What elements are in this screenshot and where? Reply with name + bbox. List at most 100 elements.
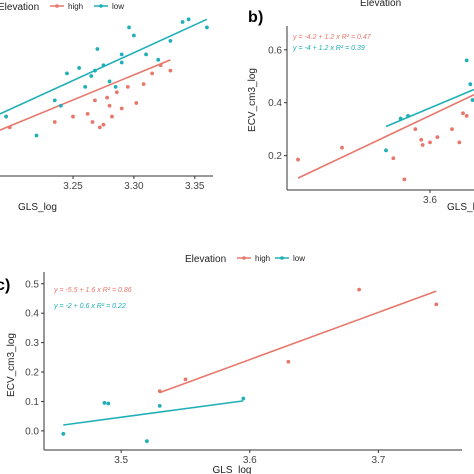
panel-a-background (0, 0, 213, 177)
panel-c-trend-low (63, 400, 244, 426)
panel-b-point-high (464, 114, 469, 118)
panel-c-y-tick-label: 0.4 (25, 309, 39, 320)
panel-a-point-low (93, 68, 97, 73)
panel-a-point-high (97, 125, 102, 130)
panel-a-point-low (119, 60, 124, 65)
panel-c-point-low (157, 403, 162, 408)
panel-c-legend-high-label: high (255, 254, 270, 263)
panel-a-point-low (89, 74, 94, 78)
panel-a-point-low (186, 17, 191, 22)
panel-b-point-low (384, 148, 388, 153)
panel-a-plot: 3.25 3.30 3.35 (0, 17, 209, 192)
panel-a-legend-low-dot (99, 4, 103, 8)
panel-b-point-high (428, 140, 432, 145)
panel-c-point-low (106, 401, 111, 406)
panel-c-legend-low-dot (280, 256, 284, 260)
panel-a-point-high (110, 114, 114, 119)
panel-a-point-high (158, 63, 163, 68)
panel-a-point-low (77, 66, 82, 70)
panel-b-point-high (461, 111, 465, 116)
panel-a-point-low (58, 103, 63, 108)
panel-a: 3.25 3.30 3.35 GLS_log Elevation high low (0, 0, 213, 213)
panel-c: c ) Elevation high low 3.5 3.6 3.7 0.0 0.1 0.… (0, 254, 462, 474)
panel-a-point-high (85, 111, 90, 116)
panel-b-point-high (391, 156, 396, 161)
panel-c-legend-low-label: low (293, 254, 305, 263)
panel-c-point-low (61, 431, 66, 436)
panel-c-legend: Elevation high low (185, 254, 305, 265)
panel-a-x-tick-label: 3.35 (185, 181, 205, 192)
panel-b-point-high (340, 145, 344, 150)
panel-a-point-high (119, 106, 124, 111)
panel-c-x-tick-label: 3.5 (114, 455, 128, 466)
panel-c-point-high (286, 359, 291, 364)
panel-a-point-low (205, 25, 209, 30)
panel-a-point-low (113, 84, 118, 89)
panel-a-x-tick-label: 3.25 (63, 181, 83, 192)
panel-a-point-high (125, 84, 130, 89)
panel-a-legend-high-dot (55, 4, 59, 8)
panel-c-y-tick-label: 0.1 (25, 397, 39, 408)
panel-b-point-high (413, 127, 418, 132)
panel-a-point-low (107, 79, 112, 84)
panel-a-point-low (144, 52, 148, 57)
panel-c-point-high (157, 389, 162, 394)
panel-a-point-high (101, 122, 106, 127)
panel-b-point-high (419, 137, 424, 142)
panel-a-x-axis-label: GLS_log (18, 202, 57, 213)
panel-a-point-high (141, 82, 146, 87)
panel-a-point-low (168, 39, 173, 43)
panel-a-point-high (150, 71, 155, 76)
panel-a-legend-low-label: low (112, 2, 124, 11)
panel-b-equation-high: y = -4.2 + 1.2 x R² = 0.47 (292, 34, 372, 41)
panel-a-point-high (134, 101, 139, 105)
panel-c-legend-title: Elevation (185, 254, 226, 265)
panel-b-point-low (468, 82, 473, 87)
panel-a-point-high (7, 125, 12, 130)
panel-c-plot: 3.5 3.6 3.7 0.0 0.1 0.2 0.3 0.4 0.5 (25, 279, 439, 466)
panel-b-point-low (406, 114, 410, 118)
panel-a-point-low (101, 63, 106, 68)
panel-b-point-high (420, 143, 425, 147)
panel-c-y-tick-label: 0.0 (25, 426, 39, 437)
panel-c-point-high (434, 302, 439, 307)
panel-b-trend-low (385, 88, 474, 128)
panel-c-y-tick-label: 0.5 (25, 279, 39, 290)
panel-b-point-high (450, 127, 454, 132)
panel-b-y-tick-label: 0.6 (268, 45, 282, 56)
panel-c-x-tick-label: 3.7 (371, 455, 385, 466)
panel-a-point-high (107, 103, 112, 108)
panel-b-y-tick-label: 0.2 (268, 151, 282, 162)
panel-a-point-high (105, 95, 110, 100)
panel-c-y-axis-label: ECV_cm3_log (6, 333, 17, 397)
panel-a-legend: Elevation high low (0, 2, 124, 13)
panel-a-legend-title: Elevation (0, 2, 39, 13)
panel-a-trend-high (0, 59, 171, 131)
panel-b-x-tick-label: 3.6 (423, 195, 437, 206)
panel-c-equation-low: y = -2 + 0.6 x R² = 0.22 (53, 303, 126, 310)
panel-a-point-low (127, 25, 131, 30)
panel-c-trend-high (159, 290, 437, 394)
panel-b-point-low (470, 98, 474, 102)
panel-b-point-high (402, 177, 407, 182)
panel-c-x-axis-label: GLS_log (213, 465, 252, 474)
panel-b-x-axis-label: GLS_log (447, 202, 474, 213)
panel-b-letter-paren: ) (258, 9, 263, 26)
panel-c-equation-high: y = -5.5 + 1.6 x R² = 0.86 (53, 287, 132, 294)
panel-a-point-high (71, 114, 75, 119)
panel-b-point-high (296, 157, 300, 162)
panel-b-point-high (457, 140, 462, 145)
panel-a-point-low (180, 20, 185, 24)
panel-a-point-low (119, 52, 124, 57)
panel-c-point-low (102, 401, 107, 405)
panel-b-equation-low: y = -4 + 1.2 x R² = 0.39 (292, 45, 365, 52)
panel-b-y-tick-label: 0.4 (268, 98, 282, 109)
panel-a-point-high (114, 90, 119, 95)
panel-b-plot: 3.6 0.2 0.4 0.6 (268, 45, 474, 206)
panel-a-point-high (168, 68, 173, 73)
panel-a-point-high (52, 120, 57, 124)
panel-c-point-high (183, 377, 188, 382)
panel-b-point-low (464, 58, 469, 63)
panel-c-legend-high-dot (242, 256, 246, 260)
